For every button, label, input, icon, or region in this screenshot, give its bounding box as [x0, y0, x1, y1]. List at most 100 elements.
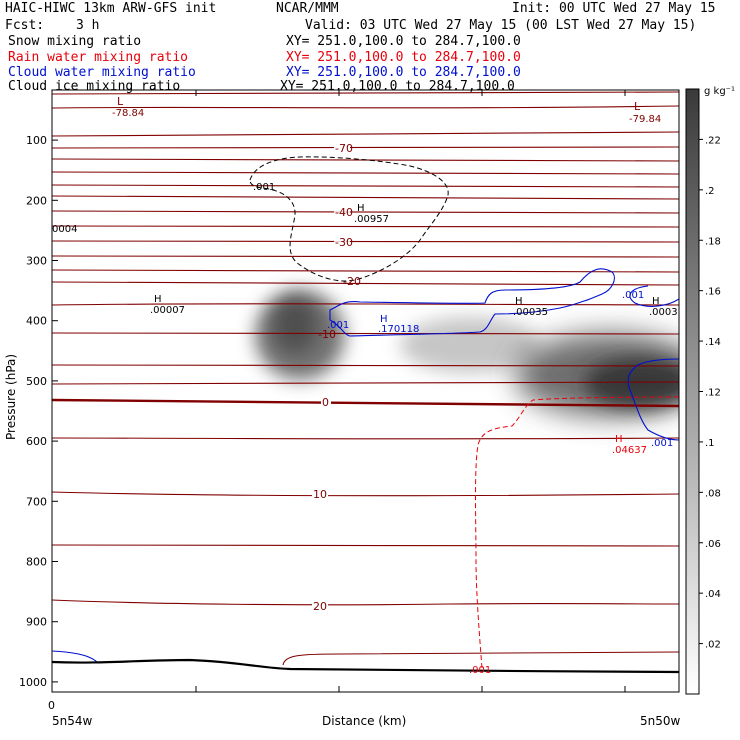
isotherm-line — [52, 184, 679, 188]
x-left-label: 5n54w — [52, 714, 93, 728]
high-marker: H — [652, 296, 660, 307]
valid-time: Valid: 03 UTC Wed 27 May 15 (00 LST Wed … — [305, 18, 697, 33]
isotherm-line — [52, 225, 679, 228]
cloud-shade-right-core — [585, 358, 679, 408]
high-value: .00035 — [513, 307, 548, 318]
high-marker: H — [380, 314, 388, 325]
high-value: .04637 — [612, 445, 647, 456]
isotherm-label: 10 — [313, 488, 327, 501]
high-value: .00957 — [354, 214, 389, 225]
y-tick-label: 100 — [26, 134, 47, 147]
cloud-water-label: .001 — [327, 320, 349, 331]
low-value: -78.84 — [112, 108, 144, 119]
x-right-label: 5n50w — [640, 714, 681, 728]
field-snow-xy: XY= 251.0,100.0 to 284.7,100.0 — [286, 34, 521, 49]
isotherm-label: -10 — [318, 328, 336, 341]
y-axis: 100 200 300 400 500 600 700 800 900 1000 — [19, 134, 58, 689]
plot-frame — [51, 89, 680, 693]
colorbar-ticks: .02 .04 .06 .08 .1 .12 .14 .16 .18 .2 .22 — [699, 135, 721, 651]
y-tick-label: 400 — [26, 315, 47, 328]
x-axis — [51, 90, 626, 692]
cloud-water-label: .001 — [622, 290, 644, 301]
colorbar-tick-label: .1 — [705, 438, 715, 449]
colorbar-unit: g kg⁻¹ — [704, 86, 735, 97]
y-tick-label: 900 — [26, 616, 47, 629]
forecast-label: Fcst: — [5, 18, 45, 33]
organization-label: NCAR/MMM — [276, 1, 339, 16]
terrain-line — [52, 658, 679, 674]
high-marker: H — [515, 296, 523, 307]
colorbar-tick-label: .16 — [705, 287, 721, 298]
isotherm-line — [52, 91, 679, 95]
shaded-mixing-ratio — [255, 290, 679, 417]
isotherm-line — [52, 171, 679, 175]
isotherm-line — [52, 210, 679, 214]
colorbar-fill — [685, 88, 700, 695]
colorbar-tick-label: .22 — [705, 135, 721, 146]
low-marker: L — [117, 95, 124, 108]
y-axis-label: Pressure (hPa) — [4, 354, 18, 440]
colorbar-tick-label: .02 — [705, 640, 721, 651]
field-snow-name: Snow mixing ratio — [8, 34, 142, 49]
low-marker: L — [634, 100, 641, 113]
isotherm-line — [52, 240, 679, 243]
isotherm-label: -70 — [335, 142, 353, 155]
isotherm-line — [52, 381, 679, 385]
high-marker: H — [615, 434, 623, 445]
cloud-shade-left-core — [273, 297, 317, 353]
snow-contour — [249, 156, 449, 282]
isotherm-line — [52, 437, 679, 440]
colorbar-tick-label: .04 — [705, 589, 721, 600]
isotherm-line — [52, 131, 679, 137]
field-cloudwater-xy: XY= 251.0,100.0 to 284.7,100.0 — [286, 65, 521, 80]
isotherm-line — [52, 491, 679, 497]
high-value: .0003 — [649, 307, 678, 318]
y-tick-label: 300 — [26, 255, 47, 268]
isotherm-line — [52, 146, 679, 149]
isotherm-line — [52, 269, 679, 273]
colorbar-tick-label: .14 — [705, 337, 721, 348]
high-value: .170118 — [378, 324, 419, 335]
isotherm-line — [52, 281, 679, 286]
cloud-water-label: .001 — [651, 438, 673, 449]
y-tick-label: 800 — [26, 556, 47, 569]
isotherm-label: -20 — [343, 275, 361, 288]
isotherm-line — [52, 544, 679, 547]
isotherm-label: -30 — [335, 236, 353, 249]
forecast-value: 3 h — [76, 18, 100, 33]
rain-contour — [475, 396, 679, 669]
cloud-shade-mid — [400, 317, 540, 373]
edge-value: 0004 — [52, 224, 77, 235]
field-rain-name: Rain water mixing ratio — [8, 50, 189, 65]
isotherm-label: -40 — [335, 206, 353, 219]
field-rain-xy: XY= 251.0,100.0 to 284.7,100.0 — [286, 50, 521, 65]
colorbar-tick-label: .08 — [705, 488, 721, 499]
y-tick-label: 200 — [26, 194, 47, 207]
colorbar-tick-label: .18 — [705, 236, 721, 247]
colorbar: .02 .04 .06 .08 .1 .12 .14 .16 .18 .2 .22 — [685, 88, 721, 695]
colorbar-tick-label: .06 — [705, 539, 721, 550]
y-tick-label: 600 — [26, 435, 47, 448]
y-tick-label: 500 — [26, 375, 47, 388]
high-marker: H — [154, 294, 162, 305]
init-time: Init: 00 UTC Wed 27 May 15 — [512, 1, 716, 16]
temperature-labels: -70 -40 -30 -20 -10 0 10 20 — [312, 142, 361, 613]
isotherm-line — [52, 195, 679, 200]
isotherm-line — [52, 599, 679, 606]
isotherm-line — [52, 255, 679, 258]
cloud-water-contour-right-top — [629, 285, 679, 307]
rain-contour-label: .001 — [469, 665, 491, 676]
chart-title: HAIC-HIWC 13km ARW-GFS init — [5, 1, 217, 16]
isotherm-line — [282, 651, 679, 666]
isotherm-line — [52, 303, 679, 306]
isotherm-label: 20 — [313, 600, 327, 613]
x-tick-label: 0 — [48, 699, 55, 712]
isotherm-line — [52, 364, 679, 367]
high-value: .00007 — [150, 305, 185, 316]
x-axis-label: Distance (km) — [322, 714, 406, 728]
isotherm-line — [52, 332, 679, 335]
colorbar-tick-label: .12 — [705, 388, 721, 399]
cloud-water-contour-left-bottom — [52, 650, 98, 663]
snow-contour-label: .001 — [253, 182, 275, 193]
